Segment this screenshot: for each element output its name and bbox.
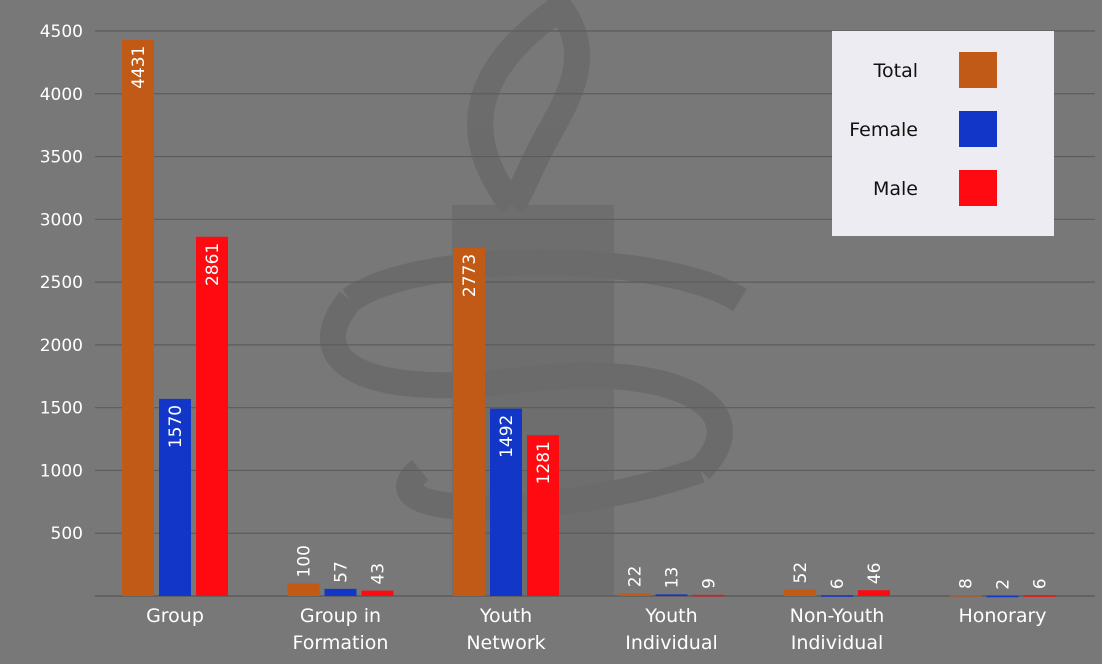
bar-male — [1023, 595, 1056, 597]
category-label: Honorary — [958, 605, 1046, 627]
legend-swatch — [959, 52, 997, 88]
y-tick-label: 2500 — [40, 273, 83, 293]
bar-value-label: 1570 — [166, 405, 186, 448]
bar-male — [361, 590, 394, 596]
bar-value-label: 6 — [1031, 578, 1051, 589]
y-tick-label: 3000 — [40, 210, 83, 230]
bar-value-label: 1281 — [534, 441, 554, 484]
legend-swatch — [959, 170, 997, 206]
category-label: Youth — [479, 605, 532, 627]
bar-total — [784, 589, 816, 596]
y-tick-label: 1500 — [40, 399, 83, 419]
y-tick-label: 4000 — [40, 85, 83, 105]
legend-label: Female — [849, 119, 918, 141]
bar-value-label: 43 — [369, 563, 389, 585]
category-label: Group — [146, 605, 204, 627]
y-tick-label: 500 — [51, 524, 83, 544]
bar-female — [490, 408, 522, 596]
bar-total — [453, 247, 485, 596]
bar-value-label: 13 — [663, 567, 683, 589]
legend-label: Total — [873, 60, 918, 82]
bar-value-label: 2 — [994, 579, 1014, 590]
bar-female — [159, 398, 191, 596]
category-label: Youth — [644, 605, 697, 627]
bar-female — [655, 594, 688, 596]
bar-male — [527, 435, 559, 596]
bar-value-label: 100 — [295, 545, 315, 577]
bar-value-label: 8 — [957, 578, 977, 589]
category-label: Non-Youth — [790, 605, 885, 627]
bar-value-label: 1492 — [497, 415, 517, 458]
bar-male — [692, 594, 725, 597]
y-tick-label: 2000 — [40, 336, 83, 356]
bar-total — [618, 593, 651, 596]
bar-value-label: 9 — [700, 578, 720, 589]
bar-value-label: 4431 — [129, 46, 149, 89]
bar-value-label: 57 — [332, 561, 352, 583]
legend-box — [832, 31, 1054, 236]
bar-total — [122, 39, 154, 597]
bar-female — [986, 595, 1019, 598]
legend-label: Male — [873, 178, 918, 200]
bar-female — [324, 588, 357, 596]
category-label: Network — [466, 632, 545, 654]
bar-value-label: 2861 — [203, 243, 223, 286]
bar-value-label: 52 — [791, 562, 811, 584]
bar-value-label: 2773 — [460, 254, 480, 297]
category-label: Group in — [300, 605, 381, 627]
legend: Total Female Male — [832, 31, 1054, 236]
bar-total — [949, 594, 982, 597]
category-label: Individual — [791, 632, 884, 654]
category-label: Formation — [293, 632, 389, 654]
legend-swatch — [959, 111, 997, 147]
bar-male — [858, 590, 890, 596]
bar-male — [196, 236, 228, 596]
y-tick-label: 3500 — [40, 148, 83, 168]
y-tick-label: 4500 — [40, 22, 83, 42]
bar-value-label: 46 — [865, 563, 885, 585]
y-tick-label: 1000 — [40, 461, 83, 481]
bar-total — [287, 583, 320, 596]
category-label: Individual — [625, 632, 718, 654]
bar-value-label: 6 — [828, 578, 848, 589]
bar-value-label: 22 — [626, 566, 646, 588]
bar-female — [821, 595, 853, 597]
